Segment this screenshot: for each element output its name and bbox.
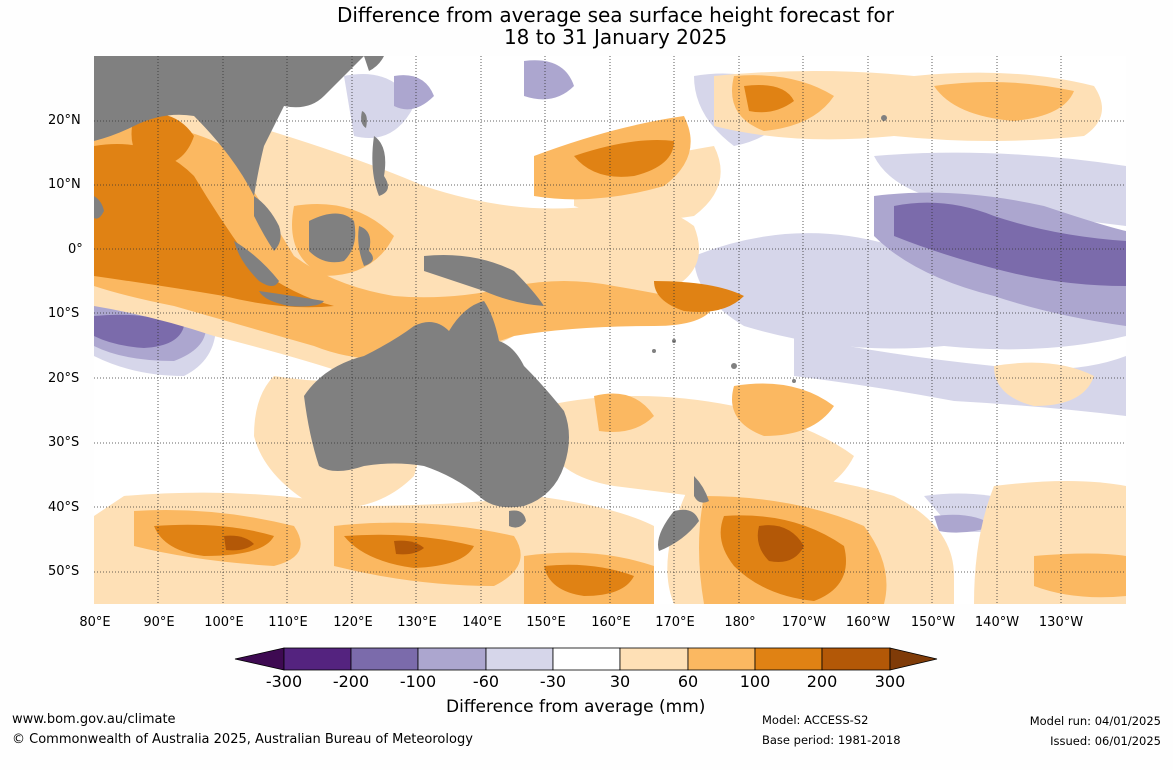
lon-label-120e: 120°E xyxy=(333,615,373,630)
base-period: Base period: 1981-2018 xyxy=(762,733,901,747)
model-name: Model: ACCESS-S2 xyxy=(762,713,869,727)
lon-label-130e: 130°E xyxy=(397,615,437,630)
title-line-2: 18 to 31 January 2025 xyxy=(503,25,728,49)
sea-surface-height-map xyxy=(94,56,1126,604)
land-masses xyxy=(94,56,887,551)
colorbar-bin-2 xyxy=(350,647,419,671)
colorbar-tick: 100 xyxy=(739,672,771,691)
colorbar-extend-low xyxy=(234,647,285,671)
lon-label-140e: 140°E xyxy=(462,615,502,630)
lat-label-50s: 50°S xyxy=(48,564,80,579)
lon-label-110e: 110°E xyxy=(268,615,308,630)
lat-label-0: 0° xyxy=(68,242,83,257)
colorbar-tick: 60 xyxy=(677,672,699,691)
copyright-notice: © Commonwealth of Australia 2025, Austra… xyxy=(12,732,473,747)
website-link[interactable]: www.bom.gov.au/climate xyxy=(12,712,176,727)
lat-label-30s: 30°S xyxy=(48,435,80,450)
colorbar-tick: 30 xyxy=(609,672,631,691)
colorbar-bin-4 xyxy=(485,647,554,671)
colorbar-bin-7 xyxy=(687,647,756,671)
colorbar-title: Difference from average (mm) xyxy=(446,697,706,717)
colorbar-bin-9 xyxy=(821,647,891,671)
lon-label-180: 180° xyxy=(724,615,756,630)
colorbar-bin-5 xyxy=(552,647,621,671)
map-title: Difference from average sea surface heig… xyxy=(0,4,1173,48)
colorbar-tick: -30 xyxy=(539,672,567,691)
lon-label-150e: 150°E xyxy=(526,615,566,630)
colorbar-bin-8 xyxy=(754,647,823,671)
lat-label-10s: 10°S xyxy=(48,306,80,321)
colorbar-tick: -200 xyxy=(332,672,370,691)
colorbar-tick: -60 xyxy=(472,672,500,691)
lon-label-90e: 90°E xyxy=(143,615,175,630)
lon-label-170w: 170°W xyxy=(781,615,827,630)
lon-label-170e: 170°E xyxy=(655,615,695,630)
colorbar xyxy=(234,647,938,671)
lat-label-40s: 40°S xyxy=(48,500,80,515)
colorbar-bin-1 xyxy=(283,647,352,671)
gridlines xyxy=(94,56,1126,604)
lon-label-160e: 160°E xyxy=(591,615,631,630)
lon-label-130w: 130°W xyxy=(1038,615,1084,630)
colorbar-tick: 300 xyxy=(874,672,906,691)
lon-label-150w: 150°W xyxy=(910,615,956,630)
lat-label-20s: 20°S xyxy=(48,371,80,386)
lon-label-80e: 80°E xyxy=(79,615,111,630)
colorbar-tick: -300 xyxy=(265,672,303,691)
colorbar-tick: -100 xyxy=(399,672,437,691)
lon-label-160w: 160°W xyxy=(845,615,891,630)
lat-label-20n: 20°N xyxy=(48,113,81,128)
lon-label-140w: 140°W xyxy=(974,615,1020,630)
title-line-1: Difference from average sea surface heig… xyxy=(336,3,895,27)
colorbar-tick: 200 xyxy=(806,672,838,691)
colorbar-bin-6 xyxy=(619,647,689,671)
colorbar-extend-high xyxy=(889,647,938,671)
issued-date: Issued: 06/01/2025 xyxy=(1050,734,1161,748)
lat-label-10n: 10°N xyxy=(48,177,81,192)
model-run-date: Model run: 04/01/2025 xyxy=(1029,714,1161,728)
colorbar-bin-3 xyxy=(417,647,487,671)
lon-label-100e: 100°E xyxy=(204,615,244,630)
